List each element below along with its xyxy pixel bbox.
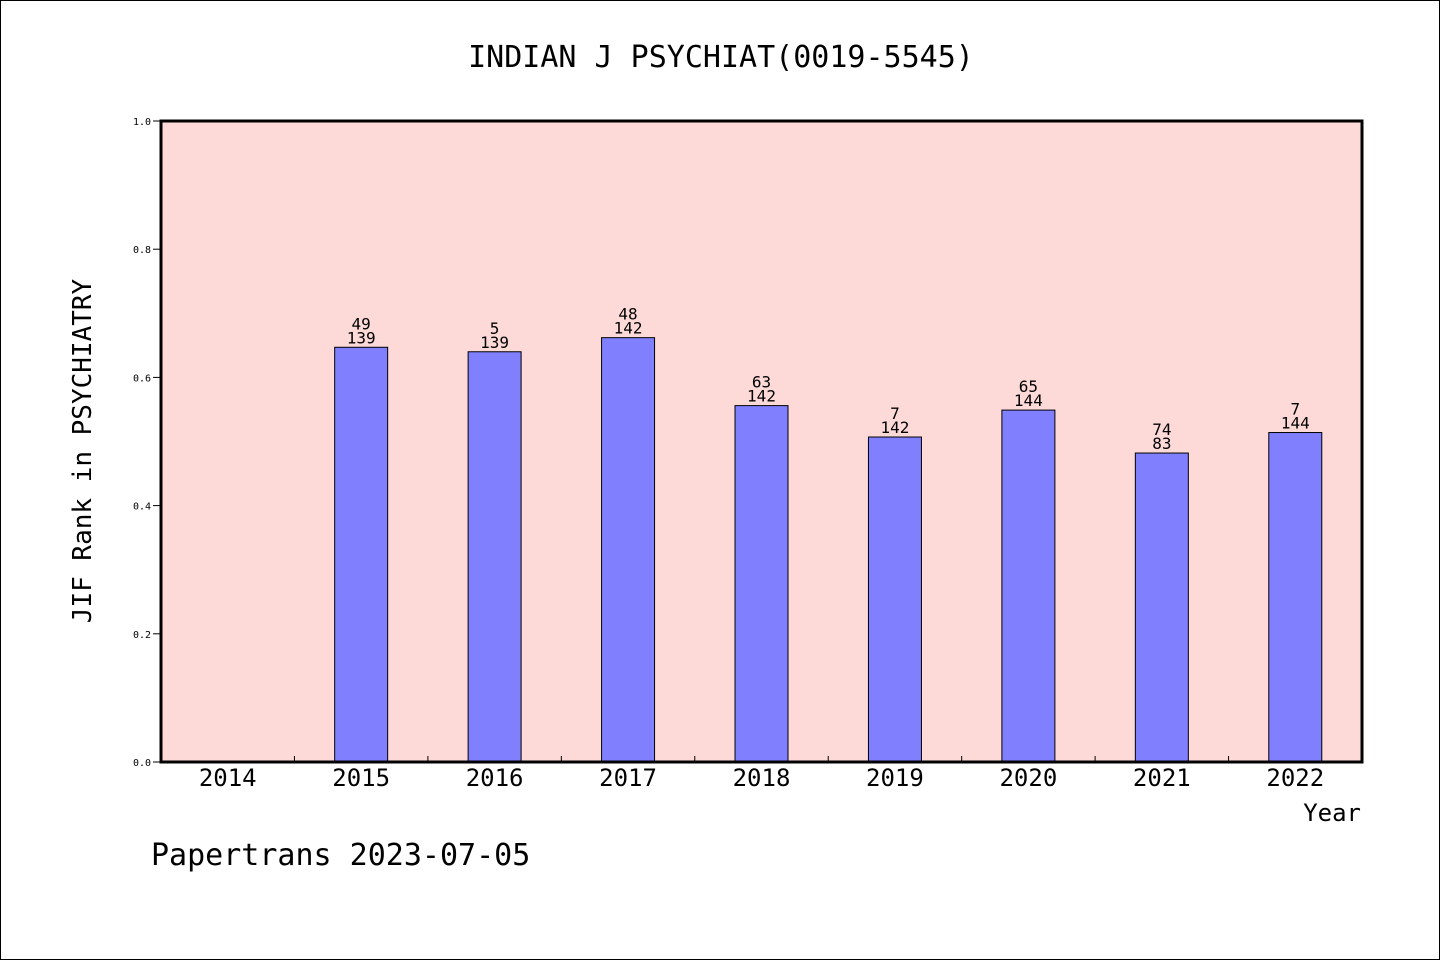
data-label-rank: 7 [890,404,900,423]
y-tick-label: 0.2 [133,630,151,641]
bar-2019 [867,436,922,763]
data-label-total: 139 [347,328,376,347]
x-tick-label: 2020 [999,764,1057,792]
x-tick-label: 2015 [332,764,390,792]
plot-border [159,119,1364,764]
data-label-rank: 63 [752,373,771,392]
x-axis-label: Year [1303,799,1361,827]
data-label-rank: 74 [1152,420,1171,439]
data-label-rank: 5 [490,319,500,338]
chart-title: INDIAN J PSYCHIAT(0019-5545) [468,40,974,75]
data-label-total: 144 [1014,391,1043,410]
x-tick-label: 2022 [1266,764,1324,792]
y-tick-label: 0.6 [133,373,151,384]
data-label-total: 83 [1152,434,1171,453]
bar-2017 [601,337,656,763]
data-label-total: 142 [880,418,909,437]
data-label-total: 144 [1281,414,1310,433]
bar-2015 [334,346,389,763]
y-tick-label: 0.0 [133,758,151,769]
bar-2021 [1134,452,1189,763]
data-label-rank: 7 [1290,400,1300,419]
data-label-total: 142 [747,387,776,406]
x-tick-label: 2017 [599,764,657,792]
data-label-total: 142 [614,319,643,338]
x-tick-label: 2019 [866,764,924,792]
bar-2020 [1001,409,1056,763]
y-tick-label: 0.8 [133,245,151,256]
data-label-rank: 65 [1019,377,1038,396]
y-tick-label: 0.4 [133,502,151,513]
data-label-rank: 49 [352,314,371,333]
x-tick-label: 2016 [466,764,524,792]
bar-2022 [1268,432,1323,763]
x-tick-label: 2014 [199,764,257,792]
data-label-rank: 48 [618,305,637,324]
x-tick-label: 2021 [1133,764,1191,792]
y-tick-label: 1.0 [133,117,151,128]
y-axis-label: JIF Rank in PSYCHIATRY [68,278,98,623]
bar-2018 [734,405,789,763]
bar-2016 [467,351,522,763]
footer-text: Papertrans 2023-07-05 [151,838,530,873]
x-tick-label: 2018 [733,764,791,792]
data-label-total: 139 [480,333,509,352]
